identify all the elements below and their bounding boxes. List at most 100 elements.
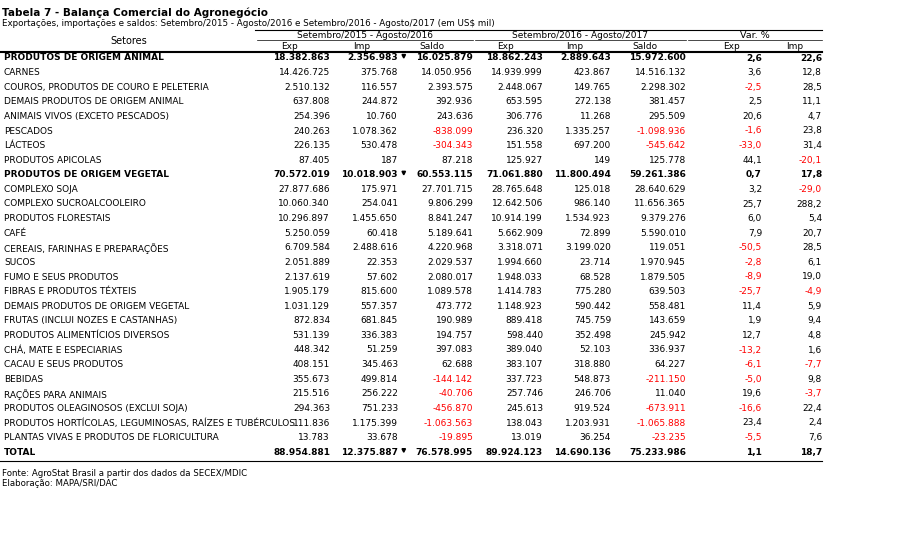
Text: 17,8: 17,8 [800, 170, 822, 179]
Text: 381.457: 381.457 [649, 98, 686, 106]
Text: 653.595: 653.595 [506, 98, 543, 106]
Text: 13.019: 13.019 [511, 433, 543, 442]
Text: 149: 149 [594, 156, 611, 165]
Text: 22.353: 22.353 [366, 258, 398, 267]
Text: 2.488.616: 2.488.616 [353, 243, 398, 252]
Text: 872.834: 872.834 [292, 317, 330, 325]
Text: 18,7: 18,7 [800, 448, 822, 457]
Text: Exp: Exp [497, 42, 515, 51]
Text: -456.870: -456.870 [433, 404, 473, 413]
Text: 355.673: 355.673 [292, 375, 330, 384]
Text: 76.578.995: 76.578.995 [415, 448, 473, 457]
Text: -1.065.888: -1.065.888 [637, 418, 686, 428]
Text: 1.089.578: 1.089.578 [427, 287, 473, 296]
Text: 345.463: 345.463 [361, 360, 398, 369]
Text: 51.259: 51.259 [366, 345, 398, 354]
Text: 27.877.686: 27.877.686 [279, 185, 330, 194]
Text: 919.524: 919.524 [574, 404, 611, 413]
Text: 473.772: 473.772 [435, 302, 473, 311]
Text: -5,0: -5,0 [744, 375, 762, 384]
Polygon shape [402, 449, 405, 452]
Text: 294.363: 294.363 [292, 404, 330, 413]
Text: 13.783: 13.783 [299, 433, 330, 442]
Text: PRODUTOS HORTÍCOLAS, LEGUMINOSAS, RAÍZES E TUBÉRCULOS: PRODUTOS HORTÍCOLAS, LEGUMINOSAS, RAÍZES… [4, 418, 295, 428]
Text: -5,5: -5,5 [744, 433, 762, 442]
Text: 28,5: 28,5 [802, 83, 822, 92]
Text: 375.768: 375.768 [361, 68, 398, 77]
Text: 14.516.132: 14.516.132 [634, 68, 686, 77]
Text: PESCADOS: PESCADOS [4, 126, 53, 136]
Text: -40.706: -40.706 [438, 389, 473, 398]
Text: 87.218: 87.218 [442, 156, 473, 165]
Text: 52.103: 52.103 [579, 345, 611, 354]
Text: PRODUTOS DE ORIGEM ANIMAL: PRODUTOS DE ORIGEM ANIMAL [4, 54, 164, 62]
Text: DEMAIS PRODUTOS DE ORIGEM ANIMAL: DEMAIS PRODUTOS DE ORIGEM ANIMAL [4, 98, 183, 106]
Text: 9,8: 9,8 [808, 375, 822, 384]
Text: 7,9: 7,9 [748, 229, 762, 238]
Text: 5.590.010: 5.590.010 [640, 229, 686, 238]
Text: Var. %: Var. % [740, 31, 770, 40]
Text: 64.227: 64.227 [655, 360, 686, 369]
Text: 6,1: 6,1 [808, 258, 822, 267]
Text: 1.879.505: 1.879.505 [640, 273, 686, 281]
Text: PRODUTOS OLEAGINOSOS (EXCLUI SOJA): PRODUTOS OLEAGINOSOS (EXCLUI SOJA) [4, 404, 188, 413]
Text: 10.760: 10.760 [366, 112, 398, 121]
Text: CEREAIS, FARINHAS E PREPARAÇÕES: CEREAIS, FARINHAS E PREPARAÇÕES [4, 243, 169, 254]
Text: 318.880: 318.880 [574, 360, 611, 369]
Text: 125.927: 125.927 [506, 156, 543, 165]
Text: ANIMAIS VIVOS (EXCETO PESCADOS): ANIMAIS VIVOS (EXCETO PESCADOS) [4, 112, 169, 121]
Text: 60.418: 60.418 [366, 229, 398, 238]
Text: 1.970.945: 1.970.945 [640, 258, 686, 267]
Text: 986.140: 986.140 [574, 199, 611, 209]
Text: 548.873: 548.873 [574, 375, 611, 384]
Text: 256.222: 256.222 [361, 389, 398, 398]
Text: -3,7: -3,7 [804, 389, 822, 398]
Text: 815.600: 815.600 [361, 287, 398, 296]
Text: 151.558: 151.558 [506, 141, 543, 150]
Text: 72.899: 72.899 [579, 229, 611, 238]
Text: 23,8: 23,8 [802, 126, 822, 136]
Text: Setores: Setores [110, 35, 147, 46]
Text: Saldo: Saldo [419, 42, 445, 51]
Text: 12,8: 12,8 [802, 68, 822, 77]
Text: -1.063.563: -1.063.563 [424, 418, 473, 428]
Text: 57.602: 57.602 [366, 273, 398, 281]
Text: 1.203.931: 1.203.931 [565, 418, 611, 428]
Text: 245.942: 245.942 [650, 331, 686, 340]
Text: 246.706: 246.706 [574, 389, 611, 398]
Text: 531.139: 531.139 [292, 331, 330, 340]
Text: 138.043: 138.043 [506, 418, 543, 428]
Text: 8.841.247: 8.841.247 [427, 214, 473, 223]
Text: 62.688: 62.688 [442, 360, 473, 369]
Text: 254.041: 254.041 [361, 199, 398, 209]
Text: 4,8: 4,8 [808, 331, 822, 340]
Text: -2,5: -2,5 [744, 83, 762, 92]
Text: 7,6: 7,6 [808, 433, 822, 442]
Text: CHÁ, MATE E ESPECIARIAS: CHÁ, MATE E ESPECIARIAS [4, 345, 122, 355]
Text: 240.263: 240.263 [293, 126, 330, 136]
Text: 1.031.129: 1.031.129 [284, 302, 330, 311]
Text: -545.642: -545.642 [646, 141, 686, 150]
Text: TOTAL: TOTAL [4, 448, 36, 457]
Text: Setembro/2016 - Agosto/2017: Setembro/2016 - Agosto/2017 [513, 31, 649, 40]
Text: 352.498: 352.498 [574, 331, 611, 340]
Text: 11.040: 11.040 [654, 389, 686, 398]
Text: Exp: Exp [722, 42, 740, 51]
Text: 2,5: 2,5 [748, 98, 762, 106]
Text: 28.640.629: 28.640.629 [635, 185, 686, 194]
Text: COMPLEXO SOJA: COMPLEXO SOJA [4, 185, 77, 194]
Text: 6,0: 6,0 [748, 214, 762, 223]
Text: 149.765: 149.765 [574, 83, 611, 92]
Text: 1.148.923: 1.148.923 [497, 302, 543, 311]
Text: PLANTAS VIVAS E PRODUTOS DE FLORICULTURA: PLANTAS VIVAS E PRODUTOS DE FLORICULTURA [4, 433, 219, 442]
Text: 23,4: 23,4 [742, 418, 762, 428]
Text: -16,6: -16,6 [739, 404, 762, 413]
Text: -7,7: -7,7 [804, 360, 822, 369]
Polygon shape [402, 55, 405, 58]
Text: 71.061.880: 71.061.880 [486, 170, 543, 179]
Text: 1.078.362: 1.078.362 [353, 126, 398, 136]
Text: 6.709.584: 6.709.584 [284, 243, 330, 252]
Text: 12.375.887: 12.375.887 [341, 448, 398, 457]
Text: 5.250.059: 5.250.059 [284, 229, 330, 238]
Text: -4,9: -4,9 [804, 287, 822, 296]
